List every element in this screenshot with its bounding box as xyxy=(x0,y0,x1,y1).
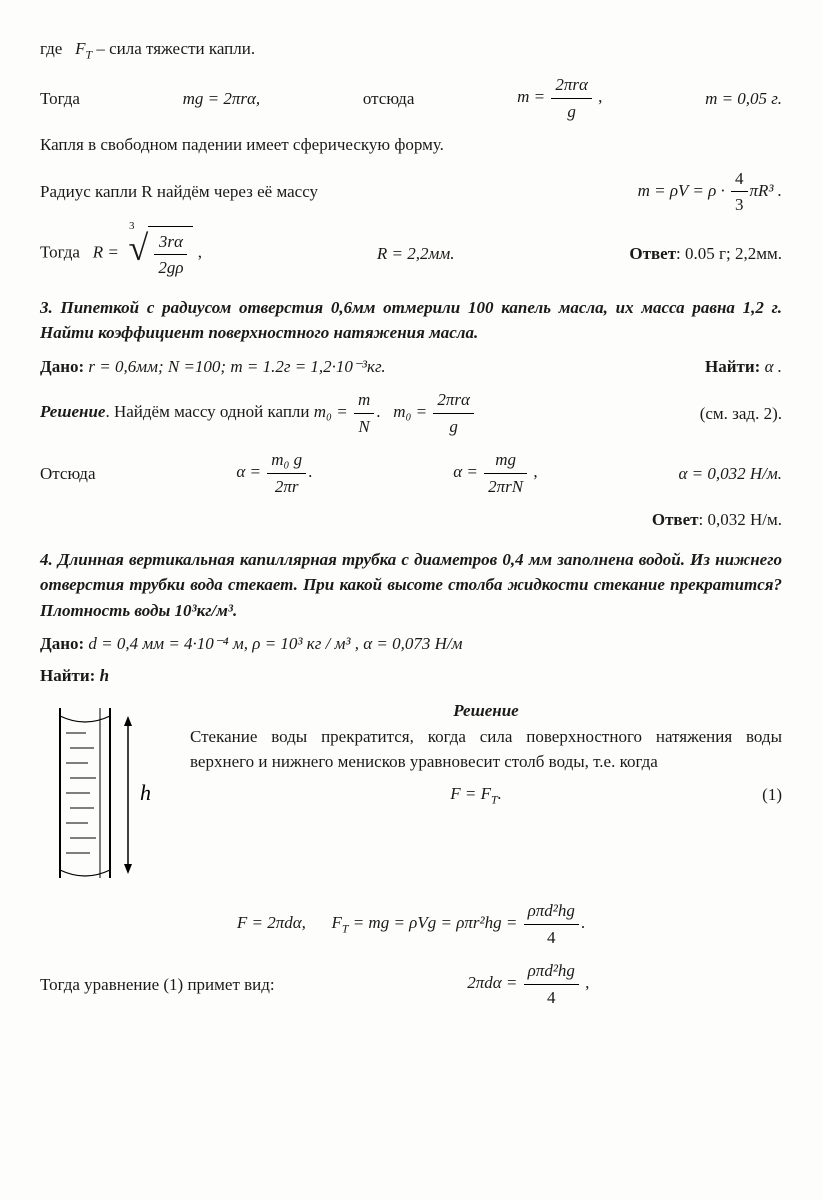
p3-answer: Ответ: 0,032 Н/м. xyxy=(40,507,782,533)
text-ft-desc: – сила тяжести капли. xyxy=(96,39,255,58)
sol-text4: Стекание воды прекратится, когда сила по… xyxy=(190,727,782,772)
p3-find: Найти: α . xyxy=(705,354,782,380)
final-eq: 2πdα = ρπd²hg4 , xyxy=(467,958,589,1010)
ft-num: ρπd²hg xyxy=(524,898,579,925)
text-ft-sub: T xyxy=(85,47,92,61)
a1num: m₀ g xyxy=(267,447,306,474)
p4-final-row: Тогда уравнение (1) примет вид: 2πdα = ρ… xyxy=(40,958,782,1010)
num: 2πrα xyxy=(551,72,592,99)
a-eq2: α = xyxy=(453,462,482,481)
R-root: Тогда R = 3√3rα2gρ , xyxy=(40,226,202,281)
eq-mg: mg = 2πrα, xyxy=(183,86,261,112)
ans-label: Ответ xyxy=(629,244,676,263)
problem-3-title: 3. Пипеткой с радиусом отверстия 0,6мм о… xyxy=(40,295,782,346)
h-label: h xyxy=(140,780,151,805)
sol-label: Решение xyxy=(40,402,105,421)
R-eq: R = xyxy=(93,242,123,261)
ans1-val: : 0.05 г; 2,2мм. xyxy=(676,244,782,263)
Ft-chain: = mg = ρVg = ρπr²hg = xyxy=(348,913,521,932)
p3-given-left: Дано: r = 0,6мм; N =100; m = 1.2г = 1,2·… xyxy=(40,354,386,380)
final-den: 4 xyxy=(524,985,579,1011)
p4-force-eqs: F = 2πdα, FT = mg = ρVg = ρπr²hg = ρπd²h… xyxy=(40,898,782,950)
ans1: Ответ: 0.05 г; 2,2мм. xyxy=(629,241,782,267)
m0-2den: g xyxy=(433,414,474,440)
root-icon: √ xyxy=(129,230,149,285)
intro-eq-row1: Тогда mg = 2πrα, отсюда m = 2πrαg , m = … xyxy=(40,72,782,124)
p4-solution-text: Решение Стекание воды прекратится, когда… xyxy=(190,698,782,888)
N: N xyxy=(354,414,374,440)
given-label: Дано: xyxy=(40,357,84,376)
m-val: m = 0,05 г. xyxy=(705,86,782,112)
R-val: R = 2,2мм. xyxy=(377,241,455,267)
den: g xyxy=(551,99,592,125)
eq-m-frac: m = 2πrαg , xyxy=(517,72,602,124)
ft-den: 4 xyxy=(524,925,579,951)
radius-find: Радиус капли R найдём через её массу xyxy=(40,179,318,205)
radius-row: Радиус капли R найдём через её массу m =… xyxy=(40,166,782,218)
a-eq1: α = xyxy=(236,462,265,481)
sol-text: . Найдём массу одной капли xyxy=(105,402,313,421)
pir3: πR³ . xyxy=(750,181,783,200)
find-val4: h xyxy=(95,666,109,685)
ans3-val: : 0,032 Н/м. xyxy=(699,510,782,529)
text-where: где xyxy=(40,39,62,58)
capillary-tube-figure: h xyxy=(40,698,170,888)
p4-figure-row: h Решение Стекание воды прекратится, ког… xyxy=(40,698,782,888)
p4-given: Дано: d = 0,4 мм = 4·10⁻⁴ м, ρ = 10³ кг … xyxy=(40,631,782,657)
m0-2: m₀ = xyxy=(393,402,431,421)
R-row: Тогда R = 3√3rα2gρ , R = 2,2мм. Ответ: 0… xyxy=(40,226,782,281)
ans-label3: Ответ xyxy=(652,510,699,529)
intro-where: где FT – сила тяжести капли. xyxy=(40,36,782,64)
text-hence1: отсюда xyxy=(363,86,415,112)
m0-2num: 2πrα xyxy=(433,387,474,414)
eqF: F = F xyxy=(450,784,491,803)
root-den: 2gρ xyxy=(154,255,187,281)
p3-sol-left: Решение. Найдём массу одной капли m₀ = m… xyxy=(40,387,476,439)
root-num: 3rα xyxy=(154,229,187,256)
a2num: mg xyxy=(484,447,527,474)
m-eq: m = xyxy=(517,87,549,106)
then4: Тогда уравнение (1) примет вид: xyxy=(40,972,275,998)
then2: Тогда xyxy=(40,242,80,261)
four: 4 xyxy=(731,166,748,193)
text-ft: F xyxy=(75,39,85,58)
mass-eq: m = ρV = ρ · 43πR³ . xyxy=(638,166,782,218)
a1den: 2πr xyxy=(267,474,306,500)
text-then1: Тогда xyxy=(40,86,80,112)
ref: (см. зад. 2). xyxy=(700,401,782,427)
F-eq: F = 2πdα, xyxy=(237,913,306,932)
drop-sphere: Капля в свободном падении имеет сферичес… xyxy=(40,132,782,158)
tube-icon: h xyxy=(40,698,170,888)
given-val4: d = 0,4 мм = 4·10⁻⁴ м, ρ = 10³ кг / м³ ,… xyxy=(84,634,462,653)
given-val: r = 0,6мм; N =100; m = 1.2г = 1,2·10⁻³кг… xyxy=(84,357,385,376)
a-val: α = 0,032 Н/м. xyxy=(678,461,782,487)
mass-eq-txt: m = ρV = ρ · xyxy=(638,181,729,200)
Ft-eq: F xyxy=(331,913,341,932)
find-label4: Найти: xyxy=(40,666,95,685)
find-val: α . xyxy=(760,357,782,376)
m: m xyxy=(354,387,374,414)
sol-label4: Решение xyxy=(190,698,782,724)
a1: α = m₀ g2πr. xyxy=(236,447,312,499)
given-label4: Дано: xyxy=(40,634,84,653)
m0: m₀ = xyxy=(314,402,352,421)
find-label: Найти: xyxy=(705,357,760,376)
final-lhs: 2πdα = xyxy=(467,973,521,992)
a2den: 2πrN xyxy=(484,474,527,500)
hence: Отсюда xyxy=(40,461,96,487)
p4-find: Найти: h xyxy=(40,663,782,689)
problem-4-title: 4. Длинная вертикальная капиллярная труб… xyxy=(40,547,782,624)
p3-sol-row: Решение. Найдём массу одной капли m₀ = m… xyxy=(40,387,782,439)
p3-given: Дано: r = 0,6мм; N =100; m = 1.2г = 1,2·… xyxy=(40,354,782,380)
final-num: ρπd²hg xyxy=(524,958,579,985)
three: 3 xyxy=(731,192,748,218)
eq-F-FT: F = FT. xyxy=(450,781,502,809)
a2: α = mg2πrN , xyxy=(453,447,537,499)
eqFsub: T xyxy=(491,792,498,806)
p3-alpha-row: Отсюда α = m₀ g2πr. α = mg2πrN , α = 0,0… xyxy=(40,447,782,499)
eq-num-1: (1) xyxy=(762,782,782,808)
